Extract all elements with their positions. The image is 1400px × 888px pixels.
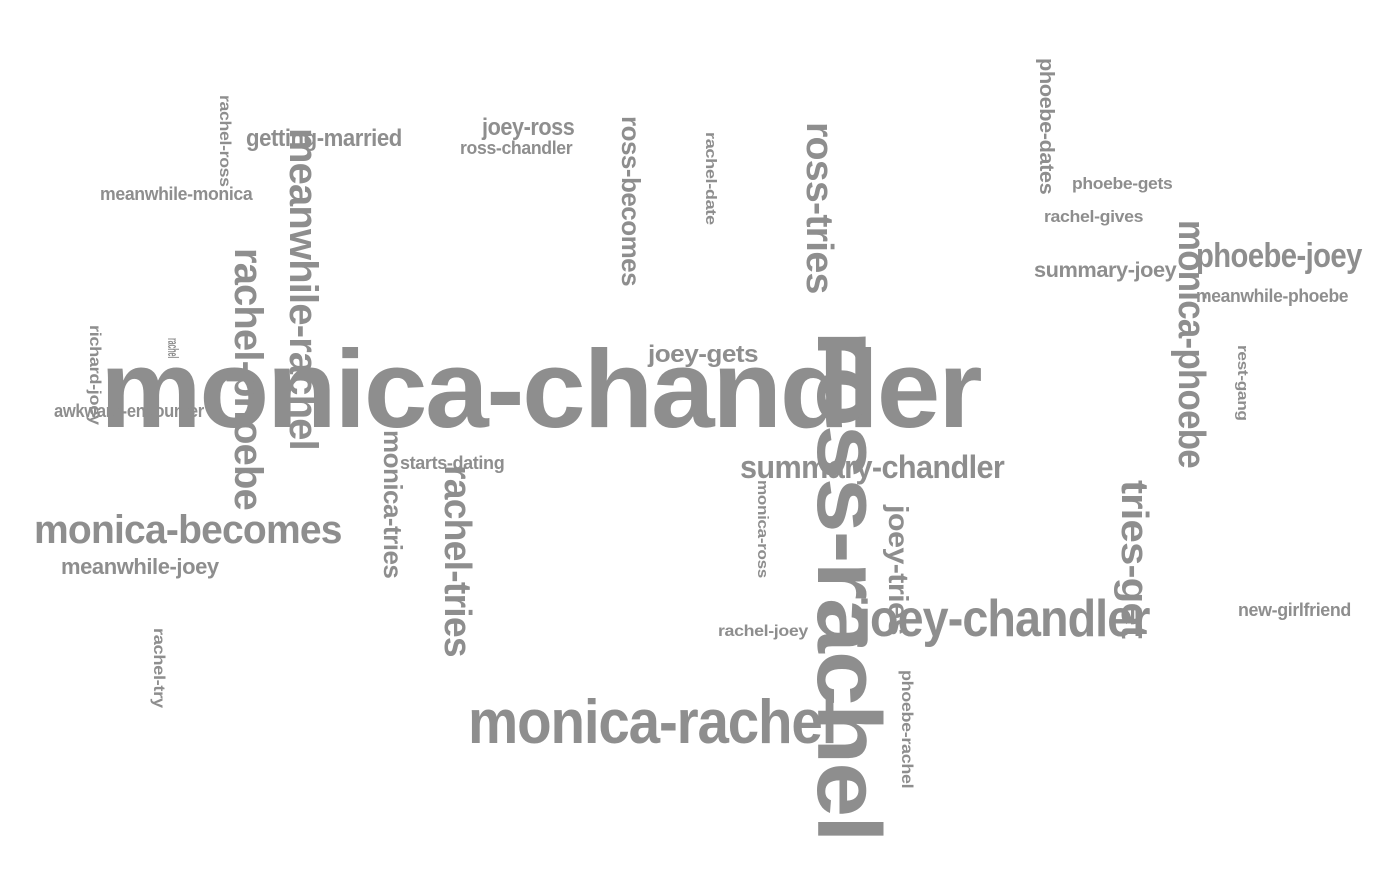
word-rachel-phoebe: rachel-phoebe <box>226 248 270 510</box>
word-phoebe-rachel: phoebe-rachel <box>898 670 915 789</box>
word-phoebe-joey: phoebe-joey <box>1196 237 1362 275</box>
word-phoebe-gets: phoebe-gets <box>1072 174 1173 193</box>
word-richard-joey: richard-joey <box>86 325 103 425</box>
word-ross-tries: ross-tries <box>798 122 840 294</box>
word-monica-ross: monica-ross <box>754 480 771 578</box>
word-rachel-try: rachel-try <box>150 628 167 708</box>
word-summary-joey: summary-joey <box>1034 259 1177 282</box>
word-meanwhile-phoebe: meanwhile-phoebe <box>1196 286 1349 306</box>
word-meanwhile-rachel: meanwhile-rachel <box>281 128 325 450</box>
word-joey-ross: joey-ross <box>482 114 575 141</box>
word-rachel-joey: rachel-joey <box>718 623 808 640</box>
word-phoebe-dates: phoebe-dates <box>1035 58 1057 195</box>
word-rest-gang: rest-gang <box>1234 345 1251 421</box>
word-starts-dating: starts-dating <box>400 453 505 473</box>
word-rachel-tries: rachel-tries <box>436 465 478 657</box>
word-rachel-fragment: rachel <box>164 338 181 359</box>
word-meanwhile-monica: meanwhile-monica <box>100 184 253 204</box>
word-rachel-ross: rachel-ross <box>216 95 233 187</box>
word-joey-chandler: joey-chandler <box>858 590 1150 648</box>
word-ross-becomes: ross-becomes <box>616 116 646 287</box>
word-ross-chandler: ross-chandler <box>460 138 573 158</box>
word-meanwhile-joey: meanwhile-joey <box>61 554 219 579</box>
word-monica-becomes: monica-becomes <box>34 508 342 552</box>
word-awkward-encounter: awkward-encounter <box>54 401 204 421</box>
word-monica-rachel: monica-rachel <box>468 688 837 757</box>
word-joey-tries: joey-tries <box>883 505 914 635</box>
word-new-girlfriend: new-girlfriend <box>1238 600 1351 620</box>
word-rachel-date: rachel-date <box>702 132 719 225</box>
word-tries-get: tries-get <box>1113 480 1155 639</box>
word-ross-rachel: ross-rachel <box>798 330 898 841</box>
word-summary-chandler: summary-chandler <box>740 449 1005 485</box>
word-monica-chandler: monica-chandler <box>100 328 983 451</box>
word-getting-married: getting-married <box>246 125 402 152</box>
word-rachel-gives: rachel-gives <box>1044 207 1144 226</box>
word-joey-gets: joey-gets <box>648 341 759 368</box>
